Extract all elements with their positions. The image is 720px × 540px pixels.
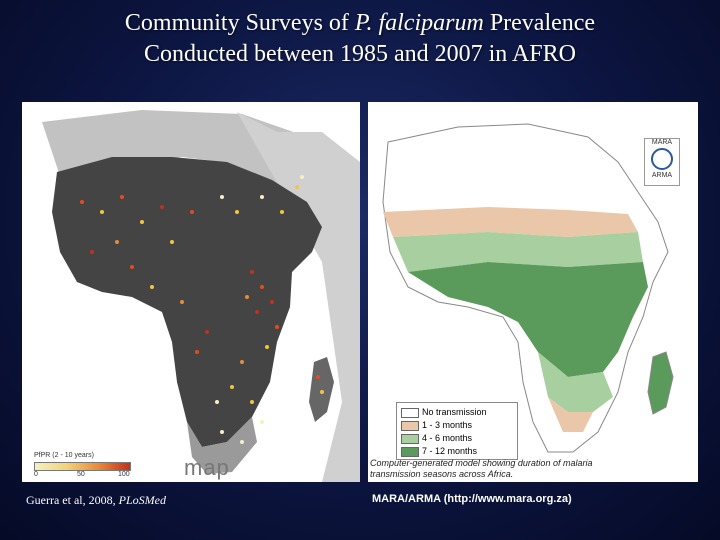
mara-logo-top: MARA xyxy=(651,139,673,146)
transmission-legend: No transmission 1 - 3 months 4 - 6 month… xyxy=(396,402,518,460)
slide-title: Community Surveys of P. falciparum Preva… xyxy=(0,8,720,70)
madagascar-shape xyxy=(647,351,674,415)
endemic-land-shape xyxy=(52,157,322,447)
legend-swatch-0 xyxy=(401,407,419,418)
east-land-shape xyxy=(237,112,360,482)
legend-row-3: 7 - 12 months xyxy=(401,446,477,458)
pfpr-tick-50: 50 xyxy=(77,471,85,478)
legend-row-1: 1 - 3 months xyxy=(401,420,472,432)
survey-points xyxy=(80,175,324,444)
pfpr-tick-100: 100 xyxy=(118,471,130,478)
legend-swatch-2 xyxy=(401,433,419,444)
transmission-7-12-core xyxy=(408,262,648,377)
legend-swatch-1 xyxy=(401,420,419,431)
africa-transmission-map-graphic xyxy=(368,102,698,482)
pfpr-legend-title: PfPR (2 - 10 years) xyxy=(34,452,94,459)
prevalence-survey-map: PfPR (2 - 10 years) 0 50 100 map xyxy=(22,102,360,482)
madagascar-shape xyxy=(309,357,334,422)
transmission-south-band xyxy=(538,352,613,412)
pfpr-color-bar xyxy=(34,462,131,471)
transmission-1-3-band xyxy=(383,207,638,237)
mara-logo-bottom: ARMA xyxy=(651,172,673,179)
title-line-1: Community Surveys of P. falciparum Preva… xyxy=(124,10,596,36)
pfpr-legend: PfPR (2 - 10 years) 0 50 100 xyxy=(34,452,131,478)
mara-logo: MARA ARMA xyxy=(644,138,680,186)
legend-row-2: 4 - 6 months xyxy=(401,433,472,445)
globe-icon xyxy=(651,148,673,170)
africa-survey-map-graphic xyxy=(22,102,360,482)
map-logo: map xyxy=(184,455,230,480)
transmission-4-6-band xyxy=(393,232,643,272)
southern-land-shape xyxy=(187,417,257,474)
transmission-south-fringe xyxy=(548,397,593,432)
right-caption: MARA/ARMA (http://www.mara.org.za) xyxy=(372,493,572,505)
title-line-2: Conducted between 1985 and 2007 in AFRO xyxy=(144,41,576,67)
pfpr-tick-0: 0 xyxy=(34,471,38,478)
transmission-season-map: MARA ARMA No transmission 1 - 3 months 4… xyxy=(368,102,698,482)
model-note: Computer-generated model showing duratio… xyxy=(370,458,593,479)
left-caption: Guerra et al, 2008, PLoSMed xyxy=(26,493,166,507)
legend-swatch-3 xyxy=(401,446,419,457)
legend-row-0: No transmission xyxy=(401,407,487,419)
